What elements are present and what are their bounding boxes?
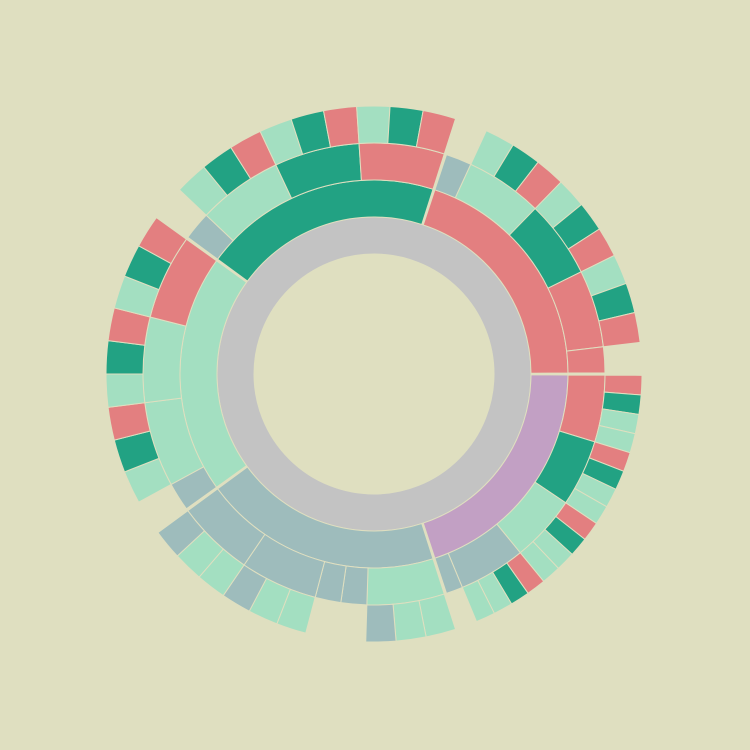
sunburst-segment-d1-C2-C2-43 bbox=[142, 316, 187, 404]
sunburst-segment-d1-D3-E3-E2-64 bbox=[415, 109, 457, 155]
sunburst-segment-d1-D3-E3-C0-62 bbox=[356, 105, 391, 145]
sunburst-segment-d1-C2-C2-D1-45 bbox=[105, 340, 146, 375]
sunburst-segment-d1-C2-C2-C0-44 bbox=[105, 373, 146, 408]
sunburst-segment-d1-D3-D2-E2-60 bbox=[322, 106, 360, 148]
sunburst-segment-d1-A0-B4-21 bbox=[434, 552, 464, 594]
sunburst-segment-d1-C2-E3-E2-50 bbox=[137, 216, 188, 265]
sunburst-root-ring bbox=[216, 216, 532, 532]
sunburst-segment-d1-E4-E4-79 bbox=[566, 346, 606, 374]
sunburst-segment-d1-B1-C0-B2-26 bbox=[365, 603, 397, 643]
sunburst-segment-d1-B1-B4-B2-36 bbox=[157, 510, 206, 557]
sunburst-segment-d1-A0-E0-E0-2 bbox=[603, 374, 643, 396]
